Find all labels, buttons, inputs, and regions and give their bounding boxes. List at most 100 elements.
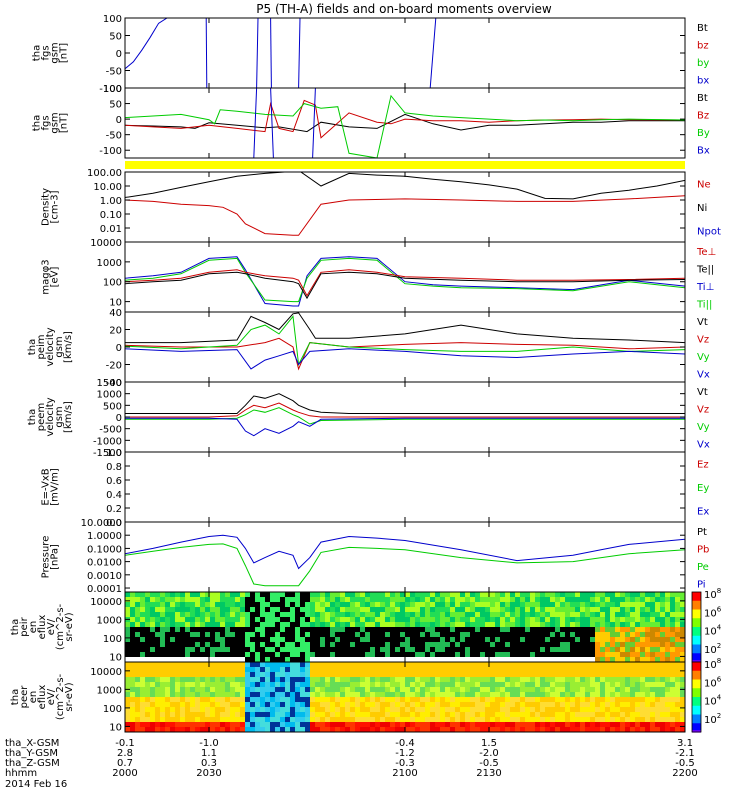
- spectrogram-cell: [300, 607, 306, 613]
- spectrogram-cell: [155, 697, 161, 703]
- spectrogram-cell: [295, 677, 301, 683]
- spectrogram-cell: [170, 667, 176, 673]
- spectrogram-cell: [500, 602, 506, 608]
- spectrogram-cell: [645, 682, 651, 688]
- spectrogram-cell: [150, 652, 156, 658]
- spectrogram-cell: [310, 632, 316, 638]
- spectrogram-cell: [295, 642, 301, 648]
- spectrogram-cell: [190, 632, 196, 638]
- spectrogram-cell: [540, 717, 546, 723]
- spectrogram-cell: [535, 642, 541, 648]
- spectrogram-cell: [510, 677, 516, 683]
- spectrogram-cell: [410, 647, 416, 653]
- spectrogram-cell: [595, 702, 601, 708]
- spectrogram-cell: [265, 607, 271, 613]
- spectrogram-cell: [165, 652, 171, 658]
- spectrogram-cell: [640, 592, 646, 598]
- colorbar-cell: [692, 637, 701, 640]
- spectrogram-cell: [520, 707, 526, 713]
- spectrogram-cell: [625, 697, 631, 703]
- spectrogram-cell: [355, 617, 361, 623]
- spectrogram-cell: [485, 627, 491, 633]
- spectrogram-cell: [225, 602, 231, 608]
- spectrogram-cell: [220, 712, 226, 718]
- spectrogram-cell: [290, 707, 296, 713]
- spectrogram-cell: [605, 602, 611, 608]
- spectrogram-cell: [335, 627, 341, 633]
- spectrogram-cell: [535, 647, 541, 653]
- spectrogram-cell: [590, 677, 596, 683]
- spectrogram-cell: [165, 662, 171, 668]
- spectrogram-cell: [295, 627, 301, 633]
- spectrogram-cell: [300, 637, 306, 643]
- spectrogram-cell: [185, 717, 191, 723]
- spectrogram-cell: [665, 597, 671, 603]
- spectrogram-cell: [140, 692, 146, 698]
- spectrogram-cell: [535, 717, 541, 723]
- spectrogram-cell: [290, 607, 296, 613]
- spectrogram-cell: [250, 602, 256, 608]
- spectrogram-cell: [635, 617, 641, 623]
- spectrogram-cell: [595, 597, 601, 603]
- spectrogram-cell: [350, 717, 356, 723]
- spectrogram-cell: [330, 642, 336, 648]
- colorbar-cell: [692, 592, 701, 595]
- spectrogram-cell: [675, 702, 681, 708]
- spectrogram-cell: [650, 607, 656, 613]
- spectrogram-cell: [335, 612, 341, 618]
- spectrogram-cell: [340, 647, 346, 653]
- spectrogram-cell: [585, 657, 591, 662]
- spectrogram-cell: [390, 717, 396, 723]
- spectrogram-cell: [400, 702, 406, 708]
- y-tick-label: 1000: [97, 258, 122, 269]
- spectrogram-cell: [495, 627, 501, 633]
- spectrogram-cell: [635, 632, 641, 638]
- spectrogram-cell: [155, 597, 161, 603]
- spectrogram-cell: [270, 692, 276, 698]
- series-line-bx: [256, 18, 259, 88]
- spectrogram-cell: [445, 717, 451, 723]
- spectrogram-cell: [455, 632, 461, 638]
- legend-te: Te||: [696, 264, 714, 275]
- spectrogram-cell: [255, 677, 261, 683]
- spectrogram-cell: [430, 652, 436, 658]
- spectrogram-cell: [430, 667, 436, 673]
- spectrogram-cell: [515, 627, 521, 633]
- spectrogram-cell: [360, 632, 366, 638]
- spectrogram-cell: [340, 722, 346, 728]
- spectrogram-cell: [295, 662, 301, 668]
- spectrogram-cell: [350, 672, 356, 678]
- spectrogram-cell: [315, 712, 321, 718]
- spectrogram-cell: [605, 607, 611, 613]
- spectrogram-cell: [200, 602, 206, 608]
- spectrogram-cell: [390, 612, 396, 618]
- legend-bx: bx: [697, 75, 709, 86]
- spectrogram-cell: [125, 642, 131, 648]
- spectrogram-cell: [315, 687, 321, 693]
- spectrogram-cell: [590, 707, 596, 713]
- spectrogram-cell: [610, 652, 616, 658]
- spectrogram-cell: [535, 687, 541, 693]
- spectrogram-cell: [595, 617, 601, 623]
- spectrogram-cell: [610, 717, 616, 723]
- spectrogram-cell: [545, 667, 551, 673]
- spectrogram-cell: [585, 612, 591, 618]
- spectrogram-cell: [195, 632, 201, 638]
- spectrogram-cell: [165, 707, 171, 713]
- spectrogram-cell: [665, 667, 671, 673]
- y-axis-label: Density[cm-3]: [41, 188, 61, 226]
- spectrogram-cell: [495, 672, 501, 678]
- spectrogram-cell: [215, 622, 221, 628]
- spectrogram-cell: [585, 707, 591, 713]
- legend-pi: Pi: [697, 579, 706, 590]
- spectrogram-cell: [460, 697, 466, 703]
- spectrogram-cell: [355, 622, 361, 628]
- spectrogram-cell: [620, 602, 626, 608]
- spectrogram-cell: [210, 627, 216, 633]
- legend-ti: Ti||: [696, 299, 712, 310]
- spectrogram-cell: [235, 592, 241, 598]
- spectrogram-cell: [130, 672, 136, 678]
- spectrogram-cell: [525, 662, 531, 668]
- spectrogram-cell: [470, 707, 476, 713]
- spectrogram-cell: [310, 707, 316, 713]
